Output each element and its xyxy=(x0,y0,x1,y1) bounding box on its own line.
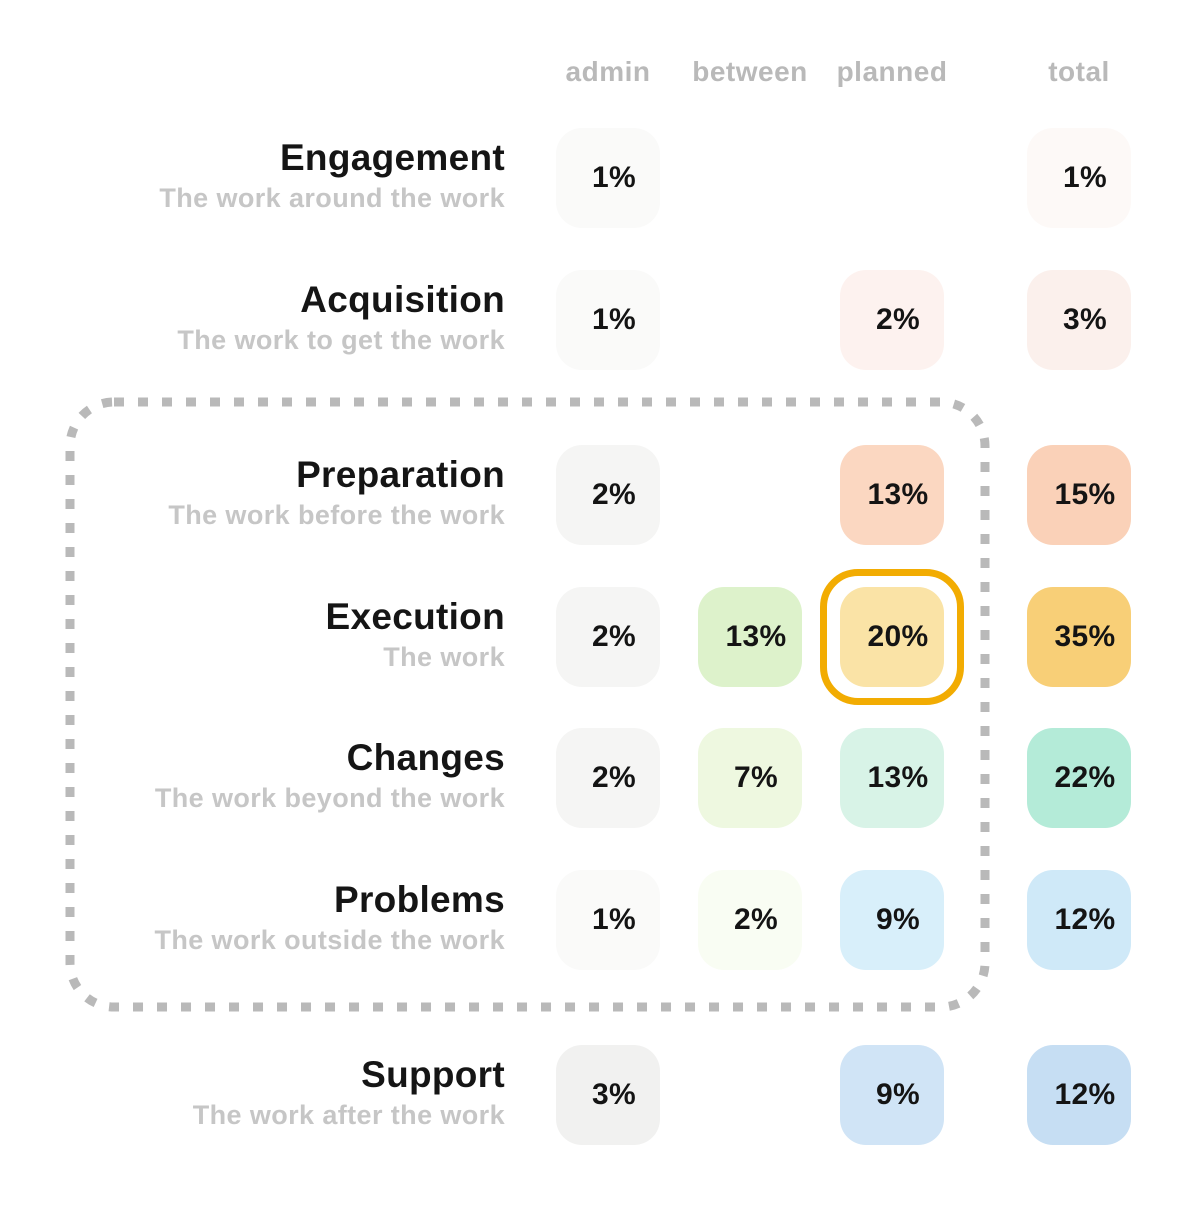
cell-engagement-admin: 1% xyxy=(556,128,660,228)
row-label: Execution The work xyxy=(0,595,505,674)
cell-value: 13% xyxy=(867,478,929,511)
row-label: Problems The work outside the work xyxy=(0,878,505,957)
cell-value: 2% xyxy=(592,620,636,653)
cell-acquisition-admin: 1% xyxy=(556,270,660,370)
cell-problems-planned: 9% xyxy=(840,870,944,970)
cell-value: 2% xyxy=(734,903,778,936)
row-subtitle: The work to get the work xyxy=(177,325,505,355)
cell-value: 22% xyxy=(1054,761,1116,794)
cell-changes-planned: 13% xyxy=(840,728,944,828)
dashed-group-outline-rect xyxy=(65,397,990,1012)
cell-changes-between: 7% xyxy=(698,728,802,828)
highlight-ring xyxy=(820,569,964,705)
cell-acquisition-total: 3% xyxy=(1027,270,1131,370)
cell-value: 1% xyxy=(592,903,636,936)
cell-value: 35% xyxy=(1054,620,1116,653)
cell-value: 2% xyxy=(592,761,636,794)
row-support: Support The work after the work 3% 9% 12… xyxy=(0,1045,1200,1145)
cell-value: 1% xyxy=(1063,161,1107,194)
row-acquisition: Acquisition The work to get the work 1% … xyxy=(0,270,1200,370)
column-header-total: total xyxy=(1048,56,1110,87)
cell-value: 1% xyxy=(592,303,636,336)
row-subtitle: The work before the work xyxy=(168,500,505,530)
row-title: Execution xyxy=(325,596,505,637)
cell-engagement-total: 1% xyxy=(1027,128,1131,228)
row-title: Preparation xyxy=(296,454,505,495)
cell-problems-between: 2% xyxy=(698,870,802,970)
cell-execution-total: 35% xyxy=(1027,587,1131,687)
row-problems: Problems The work outside the work 1% 2%… xyxy=(0,870,1200,970)
cell-value: 3% xyxy=(592,1078,636,1111)
row-title: Engagement xyxy=(279,137,505,178)
row-subtitle: The work after the work xyxy=(192,1100,505,1130)
row-subtitle: The work beyond the work xyxy=(154,783,505,813)
cell-value: 7% xyxy=(734,761,778,794)
cell-value: 13% xyxy=(725,620,787,653)
row-title: Changes xyxy=(346,737,505,778)
column-header-admin: admin xyxy=(565,56,651,87)
cell-support-admin: 3% xyxy=(556,1045,660,1145)
cell-support-planned: 9% xyxy=(840,1045,944,1145)
row-title: Acquisition xyxy=(300,279,505,320)
row-subtitle: The work outside the work xyxy=(154,925,505,955)
cell-value: 1% xyxy=(592,161,636,194)
row-label: Acquisition The work to get the work xyxy=(0,278,505,357)
row-subtitle: The work around the work xyxy=(159,183,505,213)
cell-changes-admin: 2% xyxy=(556,728,660,828)
cell-value: 3% xyxy=(1063,303,1107,336)
cell-changes-total: 22% xyxy=(1027,728,1131,828)
row-preparation: Preparation The work before the work 2% … xyxy=(0,445,1200,545)
row-label: Engagement The work around the work xyxy=(0,136,505,215)
cell-support-total: 12% xyxy=(1027,1045,1131,1145)
column-header-between: between xyxy=(692,56,808,87)
row-label: Support The work after the work xyxy=(0,1053,505,1132)
cell-value: 15% xyxy=(1054,478,1116,511)
cell-value: 12% xyxy=(1054,1078,1116,1111)
cell-value: 13% xyxy=(867,761,929,794)
column-header-planned: planned xyxy=(836,56,948,87)
cell-value: 9% xyxy=(876,1078,920,1111)
cell-problems-total: 12% xyxy=(1027,870,1131,970)
cell-value: 2% xyxy=(876,303,920,336)
dashed-group-outline xyxy=(65,397,990,1012)
cell-value: 9% xyxy=(876,903,920,936)
row-title: Problems xyxy=(333,879,505,920)
cell-execution-between: 13% xyxy=(698,587,802,687)
cell-preparation-total: 15% xyxy=(1027,445,1131,545)
row-engagement: Engagement The work around the work 1% 1… xyxy=(0,128,1200,228)
cell-value: 20% xyxy=(867,620,929,653)
cell-preparation-planned: 13% xyxy=(840,445,944,545)
cell-execution-admin: 2% xyxy=(556,587,660,687)
row-label: Changes The work beyond the work xyxy=(0,736,505,815)
row-label: Preparation The work before the work xyxy=(0,453,505,532)
row-title: Support xyxy=(361,1054,505,1095)
cell-problems-admin: 1% xyxy=(556,870,660,970)
row-execution: Execution The work 2% 13% 20% 35% xyxy=(0,587,1200,687)
row-subtitle: The work xyxy=(383,642,505,672)
cell-value: 12% xyxy=(1054,903,1116,936)
cell-value: 2% xyxy=(592,478,636,511)
cell-acquisition-planned: 2% xyxy=(840,270,944,370)
cell-preparation-admin: 2% xyxy=(556,445,660,545)
row-changes: Changes The work beyond the work 2% 7% 1… xyxy=(0,728,1200,828)
